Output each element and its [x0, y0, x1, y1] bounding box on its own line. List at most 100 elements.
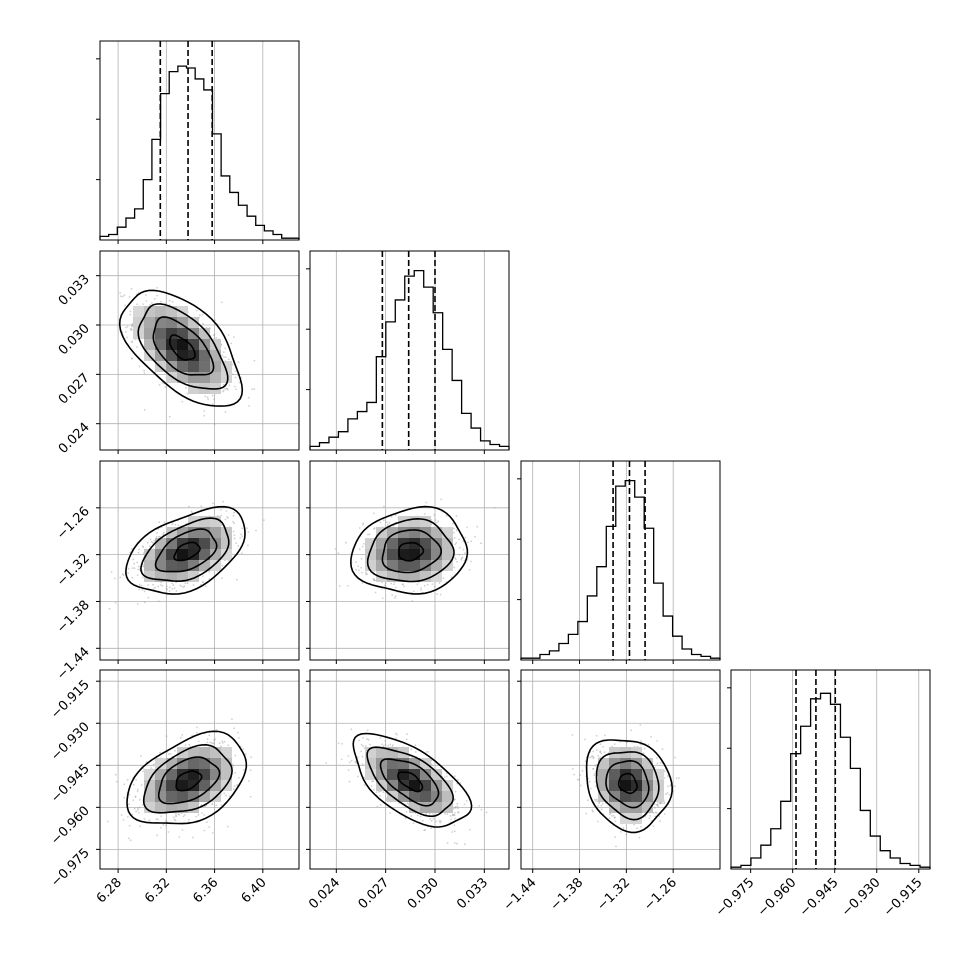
scatter-point: [208, 734, 211, 737]
scatter-point: [454, 807, 457, 809]
density-cell: [365, 758, 376, 769]
scatter-point: [156, 532, 159, 534]
density-cell: [166, 802, 177, 813]
scatter-point: [382, 791, 385, 793]
density-cell: [188, 350, 199, 361]
scatter-point: [171, 300, 174, 303]
density-cell: [221, 747, 232, 758]
density-cell: [409, 549, 420, 560]
scatter-point: [347, 755, 350, 757]
density-cell: [144, 769, 155, 780]
scatter-point: [373, 579, 376, 582]
scatter-point: [143, 369, 146, 372]
scatter-point: [227, 517, 230, 519]
scatter-point: [387, 744, 390, 747]
scatter-point: [364, 571, 367, 574]
scatter-point: [263, 519, 265, 521]
scatter-point: [129, 551, 132, 554]
scatter-point: [389, 812, 391, 814]
contour-line: [175, 770, 203, 792]
scatter-point: [421, 819, 424, 822]
histogram-bin: [367, 402, 376, 450]
histogram-bin: [256, 225, 265, 240]
density-cell: [398, 571, 409, 582]
scatter-point: [226, 825, 229, 828]
scatter-point: [235, 578, 238, 581]
scatter-point: [214, 738, 217, 740]
density-cell: [166, 339, 177, 350]
density-cell: [166, 769, 177, 780]
scatter-point: [168, 299, 171, 302]
scatter-point: [136, 303, 139, 306]
scatter-point: [234, 376, 237, 379]
density-cell: [398, 527, 409, 538]
scatter-point: [446, 813, 449, 816]
scatter-point: [458, 553, 461, 556]
scatter-point: [445, 775, 448, 778]
scatter-point: [451, 831, 454, 833]
scatter-point: [165, 824, 167, 827]
density-cell: [144, 317, 155, 328]
scatter-point: [175, 815, 177, 818]
scatter-point: [454, 543, 457, 545]
scatter-point: [232, 530, 235, 533]
scatter-point: [159, 584, 162, 586]
scatter-point: [222, 500, 224, 503]
scatter-point: [201, 581, 204, 583]
scatter-point: [454, 798, 456, 801]
scatter-point: [172, 816, 175, 819]
scatter-point: [384, 582, 387, 585]
scatter-point: [211, 394, 214, 397]
density-cell: [155, 306, 166, 317]
tick-label-y: −0.945: [48, 762, 93, 807]
density-cell: [177, 306, 188, 317]
scatter-point: [126, 336, 128, 339]
histogram-bin: [559, 644, 568, 660]
scatter-point: [412, 822, 415, 825]
histogram-bin: [471, 428, 480, 450]
pair-frame-0-2: [99, 460, 300, 661]
histogram-bin: [230, 192, 239, 240]
scatter-point: [387, 523, 389, 526]
density-cell: [133, 306, 144, 317]
scatter-point: [124, 304, 126, 307]
scatter-point: [430, 819, 433, 822]
scatter-point: [445, 514, 448, 517]
scatter-point: [437, 520, 440, 523]
scatter-point: [443, 776, 446, 779]
density-cell: [188, 791, 199, 802]
scatter-point: [468, 568, 471, 571]
density-cell: [188, 527, 199, 538]
scatter-point: [457, 811, 460, 814]
scatter-point: [454, 790, 457, 793]
histogram-bin: [692, 655, 701, 660]
density-cell: [144, 791, 155, 802]
scatter-point: [137, 565, 140, 568]
scatter-point: [337, 552, 340, 555]
histogram-panel-0: [96, 41, 300, 240]
pair-frame-0-3: [99, 669, 300, 870]
scatter-point: [372, 578, 375, 581]
tick-label-x: −0.945: [797, 875, 842, 920]
pair-panel-0-2: [100, 461, 299, 660]
scatter-point: [181, 400, 184, 403]
density-cell: [166, 317, 177, 328]
scatter-point: [171, 582, 174, 585]
scatter-point: [196, 731, 198, 734]
density-cell: [365, 538, 376, 549]
scatter-point: [146, 541, 149, 544]
scatter-point: [242, 769, 245, 771]
scatter-point: [416, 583, 419, 586]
scatter-point: [366, 572, 368, 575]
density-cell: [177, 339, 188, 350]
scatter-point: [357, 569, 360, 572]
scatter-point: [202, 322, 205, 325]
scatter-point: [379, 521, 382, 524]
scatter-point: [127, 567, 130, 570]
scatter-point: [453, 812, 456, 814]
histogram-bin: [264, 231, 273, 240]
histogram-bin: [761, 845, 771, 869]
histogram-bin: [840, 737, 850, 869]
histogram-bin: [597, 567, 606, 660]
scatter-point: [215, 728, 218, 731]
